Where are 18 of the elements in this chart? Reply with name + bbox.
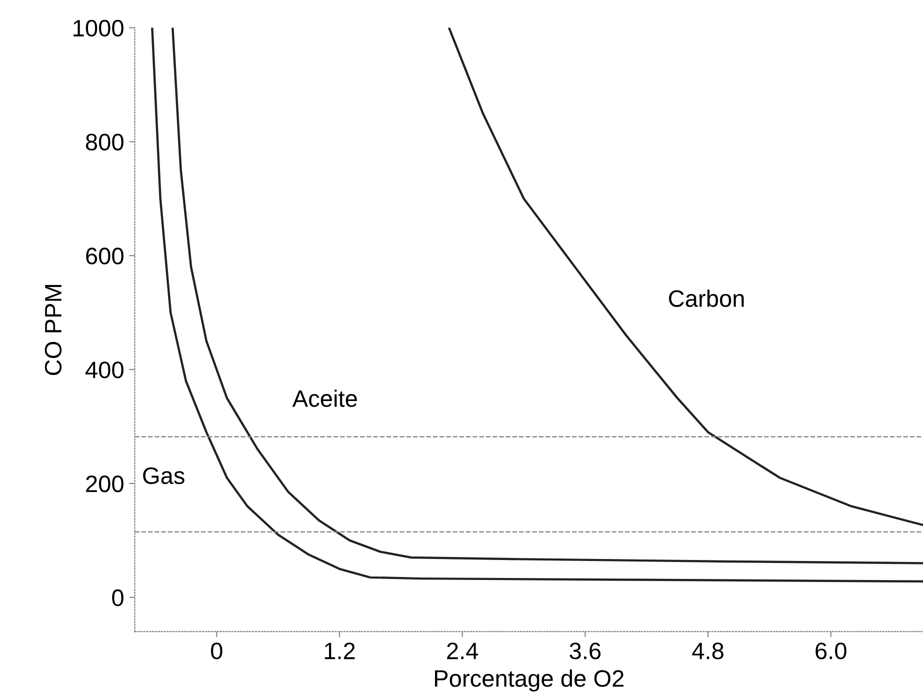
text: Aceite: [292, 390, 357, 407]
y-tick-label: 1000: [74, 20, 124, 37]
x-tick-label: 6.0: [816, 642, 846, 660]
y-tick-label: 200: [86, 476, 124, 492]
x-tick-label: 4.8: [692, 642, 724, 660]
y-tick-label: 400: [85, 362, 124, 378]
x-tick-label: 2.4: [447, 642, 478, 660]
x-tick-label: 0: [211, 642, 222, 660]
y-tick-label: 600: [86, 248, 124, 264]
series-label: Gas: [143, 467, 184, 484]
x-tick-label: 1.2: [324, 642, 355, 660]
y-tick-label: 0: [112, 589, 124, 606]
y-axis-title: CO PPM: [44, 285, 62, 376]
x-axis-title: Porcentage de O2: [435, 670, 624, 692]
y-tick-label: 800: [86, 134, 124, 150]
x-tick-label: 3.6: [570, 642, 601, 660]
text: Carbon: [668, 290, 744, 307]
line-series: [448, 28, 923, 526]
